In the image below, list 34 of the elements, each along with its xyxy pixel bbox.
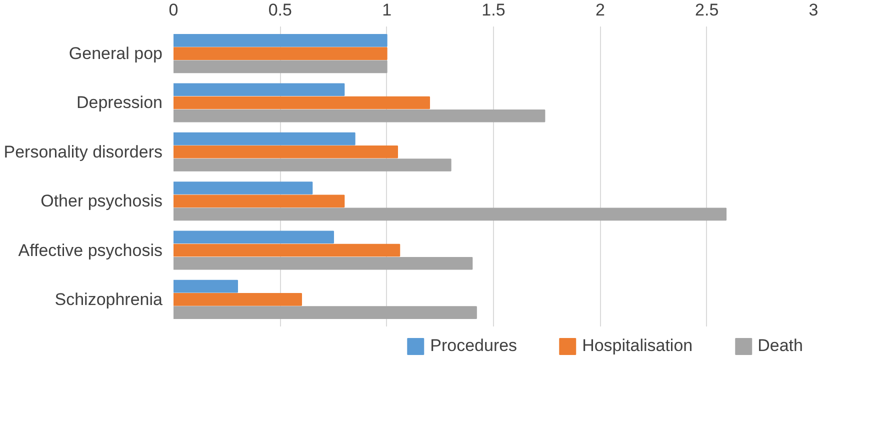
bar <box>174 230 334 244</box>
x-tick-label: 1.5 <box>482 0 506 20</box>
legend-label: Hospitalisation <box>582 336 693 356</box>
bar <box>174 109 546 122</box>
bar <box>174 34 388 47</box>
y-tick-label: General pop <box>68 44 163 64</box>
x-tick-label: 2 <box>595 0 605 20</box>
bar <box>174 47 388 60</box>
x-tick-label: 0.5 <box>268 0 292 20</box>
bar <box>174 60 388 74</box>
bar <box>174 96 430 110</box>
bar <box>174 83 345 96</box>
bar <box>174 132 356 146</box>
bar <box>174 306 477 319</box>
bar <box>174 293 302 306</box>
x-tick-label: 2.5 <box>695 0 719 20</box>
bar <box>174 194 345 208</box>
y-tick-label: Schizophrenia <box>54 290 164 309</box>
bar <box>174 256 473 270</box>
y-tick-label: Affective psychosis <box>18 240 163 260</box>
x-tick-label: 0 <box>168 0 178 20</box>
bar <box>174 208 727 221</box>
bar <box>174 158 452 172</box>
bar <box>174 244 400 257</box>
x-tick-label: 1 <box>382 0 392 20</box>
x-tick-label: 3 <box>808 0 818 20</box>
legend-label: Death <box>758 336 803 356</box>
y-tick-label: Personality disorders <box>4 142 163 162</box>
y-tick-label: Depression <box>76 93 163 112</box>
bar <box>174 280 238 293</box>
legend-label: Procedures <box>430 336 518 356</box>
bar <box>174 146 398 158</box>
bar <box>174 182 313 194</box>
y-tick-label: Other psychosis <box>40 192 163 211</box>
